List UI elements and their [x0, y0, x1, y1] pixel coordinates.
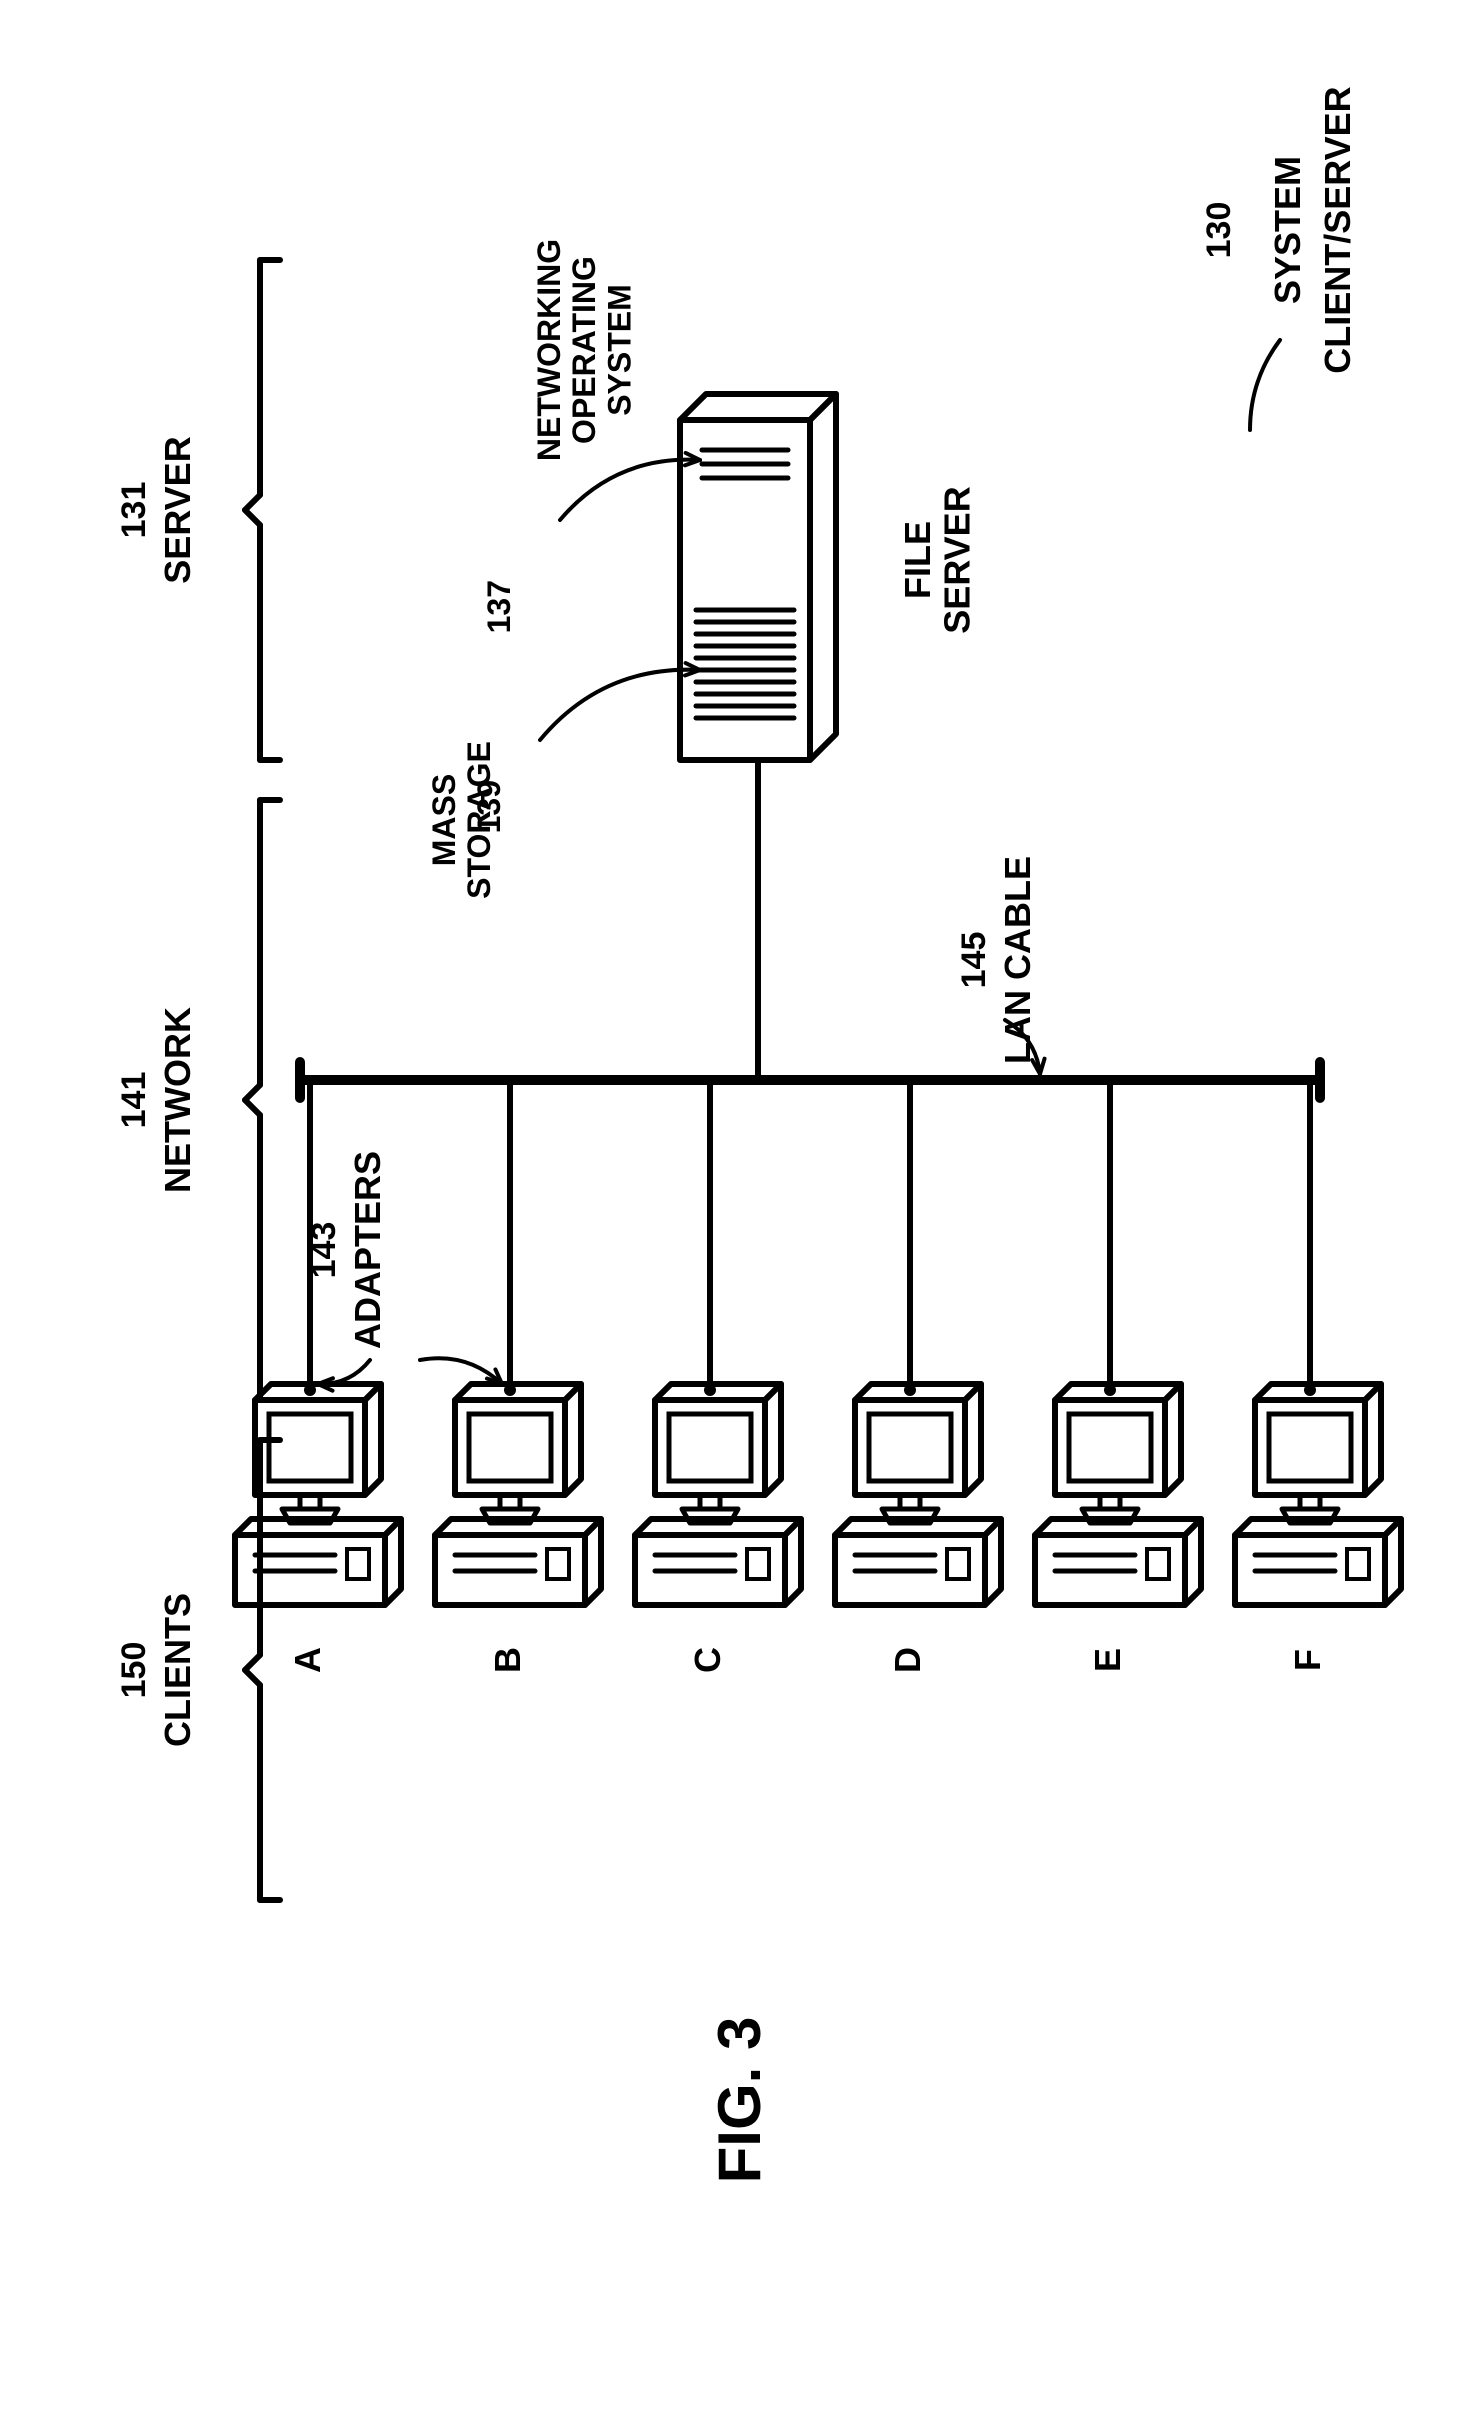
- svg-text:B: B: [487, 1647, 528, 1673]
- svg-text:CLIENTS: CLIENTS: [157, 1593, 198, 1747]
- svg-text:NETWORK: NETWORK: [157, 1007, 198, 1193]
- svg-text:CLIENT/SERVER: CLIENT/SERVER: [1317, 86, 1358, 373]
- svg-text:150: 150: [115, 1642, 153, 1699]
- svg-text:131: 131: [115, 482, 153, 539]
- diagram-svg: CLIENT/SERVERSYSTEM130SERVER131NETWORK14…: [0, 0, 1461, 2429]
- svg-text:SERVER: SERVER: [157, 436, 198, 583]
- svg-text:137: 137: [481, 580, 517, 633]
- svg-text:130: 130: [1200, 202, 1238, 259]
- svg-text:141: 141: [115, 1072, 153, 1129]
- diagram-canvas: CLIENT/SERVERSYSTEM130SERVER131NETWORK14…: [0, 0, 1461, 2429]
- svg-text:NETWORKINGOPERATINGSYSTEM: NETWORKINGOPERATINGSYSTEM: [531, 239, 637, 461]
- svg-text:145: 145: [955, 932, 993, 989]
- svg-text:FIG. 3: FIG. 3: [706, 2017, 773, 2184]
- svg-text:FILESERVER: FILESERVER: [897, 486, 978, 633]
- svg-text:ADAPTERS: ADAPTERS: [347, 1151, 388, 1349]
- svg-text:C: C: [687, 1647, 728, 1673]
- svg-text:SYSTEM: SYSTEM: [1267, 156, 1308, 304]
- svg-text:A: A: [287, 1647, 328, 1673]
- svg-text:E: E: [1087, 1648, 1128, 1672]
- svg-text:D: D: [887, 1647, 928, 1673]
- svg-text:MASSSTORAGE: MASSSTORAGE: [426, 741, 497, 899]
- svg-text:143: 143: [305, 1222, 343, 1279]
- svg-text:LAN CABLE: LAN CABLE: [997, 856, 1038, 1064]
- svg-text:F: F: [1287, 1649, 1328, 1671]
